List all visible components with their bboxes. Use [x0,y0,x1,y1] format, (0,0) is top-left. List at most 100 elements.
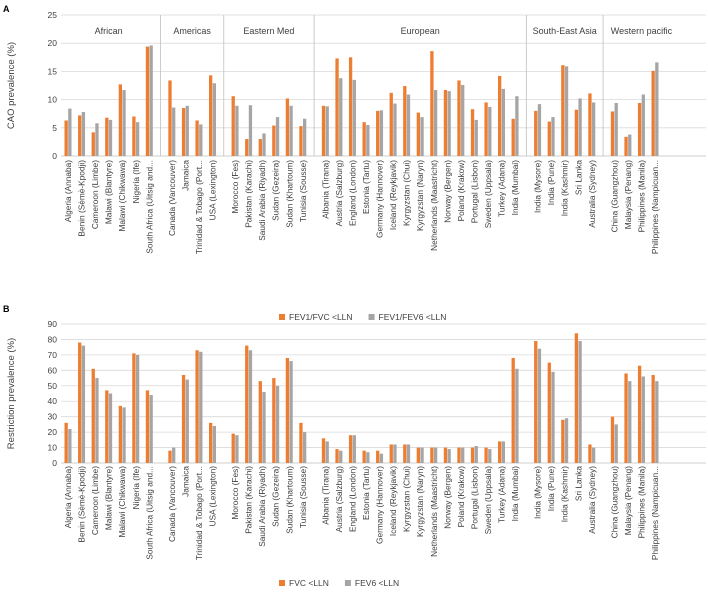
category-label: Trinidad & Tobago (Port... [194,466,204,560]
bar-series-2 [199,351,203,463]
category-label: Cameroon (Limbe) [90,466,100,535]
bar-series-1 [416,447,420,463]
category-label: Philippines (Manila) [636,160,646,233]
bar-series-2 [68,108,72,156]
bar-series-1 [403,444,407,463]
bar-series-2 [262,133,266,156]
y-tick-label: 30 [48,412,58,422]
category-label: Estonia (Tartu) [361,160,371,214]
bar-series-2 [406,444,411,463]
bar-series-1 [209,422,213,463]
region-label: Eastern Med [243,26,294,36]
category-label: England (London) [347,466,357,532]
bar-series-2 [289,361,293,463]
bar-series-2 [564,66,569,156]
y-tick-label: 15 [48,66,58,76]
category-label: India (Mysore) [533,160,543,213]
bar-series-1 [610,111,615,156]
bar-series-1 [348,57,353,156]
category-label: Albania (Tirana) [320,466,330,525]
bar-series-1 [91,132,95,156]
category-label: India (Pune) [546,160,556,205]
bar-series-2 [135,122,140,156]
bar-series-2 [325,441,329,463]
bar-series-2 [95,123,99,156]
bar-series-2 [172,107,176,156]
y-tick-label: 40 [48,396,58,406]
category-label: Sri Lanka [573,160,583,195]
y-tick-label: 80 [48,334,58,344]
bar-series-1 [168,80,172,156]
legend: FVC <LLN FEV6 <LLN [279,578,399,588]
bar-series-2 [185,105,189,156]
bar-series-1 [285,357,290,463]
bar-series-1 [168,450,172,463]
bar-series-1 [321,438,326,463]
bar-series-2 [235,105,239,156]
bar-series-1 [195,120,199,156]
bar-series-2 [108,393,113,463]
bar-series-2 [592,102,596,156]
bar-series-1 [105,390,109,463]
bar-series-1 [181,108,186,156]
bar-series-2 [628,134,632,156]
category-label: Saudi Arabia (Riyadh) [257,160,267,241]
category-label: Jamaica [180,160,190,191]
bar-series-2 [537,348,542,463]
bar-series-1 [547,362,551,463]
category-label: Sri Lanka [573,466,583,501]
bar-series-2 [433,447,438,463]
category-label: Iceland (Reykjavik) [388,160,398,230]
category-label: Albania (Tirana) [320,160,330,219]
category-label: Portugal (Lisbon) [469,160,479,223]
category-label: Malaysia (Penang) [623,466,633,535]
bar-series-2 [339,78,343,156]
bar-series-2 [488,449,492,463]
bar-series-2 [235,435,239,463]
bar-series-1 [118,405,122,463]
bar-series-2 [325,106,329,156]
bar-series-2 [655,62,659,156]
bar-series-2 [501,441,505,463]
bar-series-2 [551,117,555,156]
bar-series-1 [195,350,199,463]
bar-series-2 [447,91,451,156]
bar-series-1 [245,139,249,156]
legend-swatch [279,314,285,320]
bar-series-2 [81,345,86,463]
category-label: Austria (Salzburg) [334,160,344,227]
bar-series-1 [561,419,565,463]
bar-series-2 [420,447,424,463]
bar-series-2 [655,381,659,463]
y-axis-label: CAO prevalence (%) [6,42,17,129]
category-label: Australia (Sydney) [587,466,597,534]
bar-series-2 [68,429,72,463]
bar-series-1 [132,353,136,463]
category-label: Benin (Sèmè-Kpodji) [77,160,87,237]
category-label: Estonia (Tartu) [361,466,371,520]
bar-series-1 [132,116,136,156]
bar-series-1 [403,86,407,156]
bar-series-2 [81,112,86,156]
y-tick-label: 50 [48,381,58,391]
bar-series-1 [416,112,420,156]
category-label: Sudan (Gezeira) [271,160,281,221]
y-tick-label: 10 [48,95,58,105]
bar-series-2 [641,94,645,156]
bar-series-1 [272,378,276,463]
bar-series-1 [231,96,235,156]
category-label: Sudan (Khartoum) [284,466,294,534]
bar-series-2 [339,450,343,463]
category-label: China (Guangzhou) [609,160,619,233]
bar-series-2 [379,453,384,463]
region-label: African [95,26,123,36]
category-label: Nigeria (Ife) [131,160,141,204]
bar-series-2 [248,105,253,156]
bar-series-2 [122,407,126,463]
bar-series-1 [376,450,380,463]
bar-series-1 [258,381,262,463]
legend: FEV1/FVC <LLN FEV1/FEV6 <LLN [279,312,446,322]
bar-series-1 [348,435,353,463]
